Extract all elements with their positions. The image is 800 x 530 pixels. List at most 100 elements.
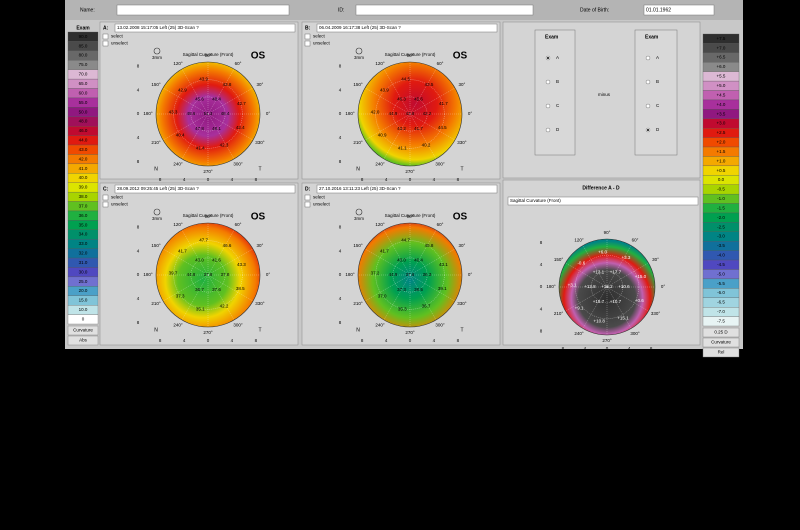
scale-label: -5.5 xyxy=(717,281,725,286)
id-label: ID: xyxy=(338,7,344,13)
select-checkbox[interactable] xyxy=(304,194,311,201)
map-spoke xyxy=(606,245,632,288)
degree-label: 120° xyxy=(375,61,385,66)
zoom-label: 3mm xyxy=(152,55,162,60)
x-axis-label: 8 xyxy=(650,346,653,351)
dob-field[interactable] xyxy=(643,4,715,16)
map-value: 41.6 xyxy=(212,257,221,262)
map-spoke xyxy=(409,113,437,160)
degree-label: 270° xyxy=(602,338,612,343)
scale-button-label: Curvature xyxy=(711,340,731,345)
id-field[interactable] xyxy=(355,4,534,16)
scale-label: 42.0 xyxy=(79,156,88,161)
zoom-icon[interactable] xyxy=(355,47,363,55)
degree-label: 30° xyxy=(459,243,466,248)
scale-label: -7.5 xyxy=(717,318,725,323)
y-axis-label: 8 xyxy=(137,320,140,325)
select-label: select xyxy=(313,34,326,39)
scale-label: -2.0 xyxy=(717,215,725,220)
panel-letter: B: xyxy=(305,25,311,31)
map-value: 42.2 xyxy=(423,111,432,116)
scale-button[interactable] xyxy=(702,327,740,338)
degree-label: 90° xyxy=(407,214,414,219)
exam-radio[interactable] xyxy=(545,79,551,85)
y-axis-label: 0 xyxy=(137,111,140,116)
name-field[interactable] xyxy=(116,4,290,16)
exam-radio[interactable] xyxy=(645,55,651,61)
map-value: 41.7 xyxy=(439,101,448,106)
map-spoke xyxy=(409,274,437,321)
map-value: 37.3 xyxy=(176,293,185,298)
map-spoke xyxy=(409,87,456,115)
unselect-checkbox[interactable] xyxy=(102,40,109,47)
scale-label: +2.0 xyxy=(717,140,726,145)
scale-button-label: 0.25 D xyxy=(714,330,728,335)
unselect-checkbox[interactable] xyxy=(304,40,311,47)
map-value: 37.0 xyxy=(378,293,387,298)
map-spoke xyxy=(162,248,209,276)
scan-dropdown[interactable] xyxy=(114,184,296,194)
exam-option: A xyxy=(656,55,659,60)
select-checkbox[interactable] xyxy=(102,33,109,40)
map-spoke xyxy=(162,113,209,141)
degree-label: 300° xyxy=(435,322,445,327)
scale-button[interactable] xyxy=(67,325,99,336)
map-value: 48.4 xyxy=(212,96,221,101)
scale-button[interactable] xyxy=(702,337,740,348)
scan-dropdown[interactable] xyxy=(114,23,296,33)
x-axis-label: 0 xyxy=(409,177,412,182)
select-checkbox[interactable] xyxy=(102,194,109,201)
map-value: -0.6 xyxy=(577,260,585,265)
scale-button[interactable] xyxy=(67,335,99,346)
exam-radio[interactable] xyxy=(545,103,551,109)
zoom-icon[interactable] xyxy=(153,208,161,216)
eye-label: OS xyxy=(453,51,468,62)
scale-label: 36.0 xyxy=(79,213,88,218)
degree-label: 120° xyxy=(173,61,183,66)
scan-dropdown[interactable] xyxy=(316,23,498,33)
exam-option: C xyxy=(556,103,560,108)
degree-label: 120° xyxy=(375,222,385,227)
map-value: 44.5 xyxy=(438,125,447,130)
y-axis-label: 4 xyxy=(339,296,342,301)
scale-button[interactable] xyxy=(702,347,740,358)
zoom-icon[interactable] xyxy=(355,208,363,216)
map-title: Sagittal Curvature (Front) xyxy=(183,52,234,57)
temporal-label: T xyxy=(258,327,261,333)
map-spoke xyxy=(582,286,608,329)
y-axis-label: 4 xyxy=(540,306,543,311)
map-value: +17.7 xyxy=(610,269,622,274)
map-value: +10.6 xyxy=(618,284,630,289)
map-value: 37.8 xyxy=(221,272,230,277)
map-spoke xyxy=(383,274,411,321)
unselect-checkbox[interactable] xyxy=(304,201,311,208)
scale-label: 0.0 xyxy=(718,177,725,182)
map-value: 43.0 xyxy=(195,257,204,262)
degree-label: 90° xyxy=(604,230,611,235)
unselect-label: unselect xyxy=(111,41,129,46)
select-checkbox[interactable] xyxy=(304,33,311,40)
scale-label: +0.5 xyxy=(717,168,726,173)
exam-radio[interactable] xyxy=(645,103,651,109)
map-value: 37.2 xyxy=(371,270,380,275)
map-value: 43.3 xyxy=(169,109,178,114)
map-spoke xyxy=(364,113,411,141)
map-spoke xyxy=(383,229,411,276)
scale-button-label: Abs xyxy=(79,338,88,343)
map-spoke xyxy=(383,68,411,115)
exam-radio[interactable] xyxy=(645,79,651,85)
degree-label: 0° xyxy=(661,284,666,289)
unselect-checkbox[interactable] xyxy=(102,201,109,208)
map-spoke xyxy=(207,87,254,115)
scale-label: -3.5 xyxy=(717,243,725,248)
y-axis-label: 4 xyxy=(137,248,140,253)
zoom-icon[interactable] xyxy=(153,47,161,55)
difference-map-dropdown[interactable] xyxy=(507,196,699,206)
exam-radio[interactable] xyxy=(545,127,551,133)
scan-dropdown[interactable] xyxy=(316,184,498,194)
map-value: 42.0 xyxy=(371,109,380,114)
zoom-label: 3mm xyxy=(354,216,364,221)
degree-label: 240° xyxy=(375,161,385,166)
map-value: +15.2 xyxy=(601,284,613,289)
scale-label: 80.0 xyxy=(79,53,88,58)
